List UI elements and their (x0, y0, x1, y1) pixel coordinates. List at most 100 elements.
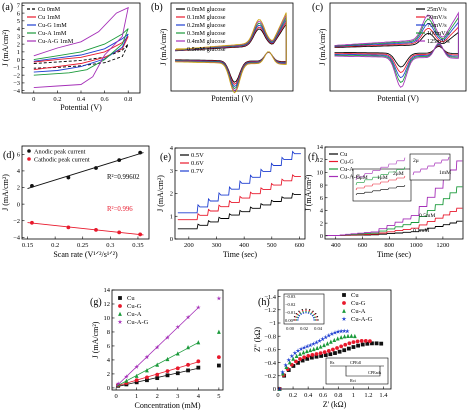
inset-point (307, 312, 310, 314)
data-point (66, 175, 71, 180)
panel-label: (b) (151, 2, 163, 13)
inset-line (355, 185, 406, 196)
y-tick-label: 1 (170, 213, 173, 220)
legend-label: Cu-G (351, 300, 366, 307)
inset-point (316, 319, 318, 321)
legend-label: Cu (351, 292, 359, 299)
legend-label: 75mV/s (427, 22, 447, 29)
series-line (33, 6, 129, 89)
inset-point (294, 319, 296, 321)
data-point (315, 345, 320, 350)
y-tick-label: 3 (170, 168, 173, 175)
panel-label: (c) (312, 2, 323, 13)
data-point (326, 349, 331, 353)
data-point (155, 376, 160, 381)
data-point (216, 355, 221, 360)
legend-marker (342, 293, 346, 297)
series-line (177, 174, 301, 221)
legend-label: Cu 1mM (38, 14, 61, 21)
y-tick-label: 8 (320, 182, 323, 189)
inset-point (297, 314, 300, 316)
inset-point (305, 312, 307, 314)
y-tick-label: 0 (107, 385, 110, 392)
y-tick-label: 12 (317, 157, 324, 164)
legend-marker (118, 296, 122, 300)
y-tick-label: 10 (104, 315, 111, 322)
series-line (334, 11, 459, 88)
data-point (335, 329, 341, 334)
y-tick-label: 6 (17, 10, 21, 17)
data-point (175, 366, 180, 371)
x-tick-label: 0.8 (334, 392, 342, 399)
data-point (302, 355, 307, 360)
inset-point (301, 310, 304, 312)
data-point (379, 341, 384, 346)
legend-label: Cu-A-G (340, 174, 361, 181)
data-point (356, 343, 360, 348)
data-point (165, 335, 170, 340)
x-tick-label: 600 (358, 242, 368, 249)
data-point (292, 350, 298, 356)
inset-point (311, 315, 314, 317)
x-tick-label: 5 (217, 393, 220, 400)
inset-line (412, 156, 450, 176)
inset-y-tick: −0.03 (285, 294, 296, 299)
inset-point (305, 309, 307, 312)
data-point (291, 364, 296, 368)
data-point (294, 353, 299, 358)
data-point (317, 338, 322, 343)
x-tick-label: 0.15 (22, 242, 33, 249)
x-tick-label: 0.3 (106, 242, 114, 249)
series-line (177, 150, 301, 214)
data-point (328, 352, 333, 357)
data-point (329, 331, 335, 336)
data-point (165, 369, 170, 374)
annotation-label: 2μ (413, 158, 419, 164)
inset-point (305, 308, 307, 310)
inset-point (301, 309, 303, 311)
x-tick-label: 1 (352, 392, 355, 399)
y-tick-label: −3 (13, 80, 20, 87)
data-point (335, 346, 339, 350)
y-tick-label: 2 (170, 191, 173, 198)
inset-point (298, 315, 301, 317)
annotation-label: 1μM (377, 175, 388, 181)
data-point (322, 342, 326, 348)
circuit-label: CPEdl (350, 360, 362, 365)
inset-point (302, 311, 304, 313)
inset-point (311, 311, 313, 313)
x-tick-label: 4 (197, 393, 201, 400)
data-point (352, 333, 357, 339)
data-point (301, 345, 307, 350)
plot-area (277, 289, 392, 390)
data-point (155, 372, 160, 377)
x-tick-label: 200 (184, 242, 194, 249)
data-point (301, 350, 306, 355)
y-tick-label: −4 (13, 235, 21, 242)
data-point (289, 353, 295, 359)
panel-label: (f) (308, 152, 318, 163)
data-point (305, 356, 310, 361)
x-axis-label: Z' (kΩ) (323, 400, 347, 409)
panel-label: (h) (258, 297, 270, 308)
panel-label: (a) (2, 2, 13, 13)
inset-point (299, 311, 301, 313)
legend-label: 125mV/s (427, 38, 450, 45)
panel-label: (d) (3, 150, 15, 161)
data-point (134, 364, 139, 369)
inset-point (308, 311, 310, 313)
inset-x-tick: 0.04 (314, 326, 323, 331)
data-point (115, 381, 121, 386)
legend-label: 0.5mM glucose (187, 46, 226, 53)
x-axis-label: Scan rate (V¹ᐟ²/s¹ᐟ²) (53, 250, 118, 259)
legend-marker (27, 149, 31, 153)
legend-label: 0.3mM glucose (187, 30, 226, 37)
inset-point (313, 317, 315, 319)
legend-label: Cu 0mM (38, 6, 61, 13)
data-point (363, 338, 368, 343)
y-tick-label: −0.2 (264, 373, 276, 380)
data-point (138, 150, 143, 155)
data-point (281, 371, 285, 376)
data-point (287, 360, 292, 365)
